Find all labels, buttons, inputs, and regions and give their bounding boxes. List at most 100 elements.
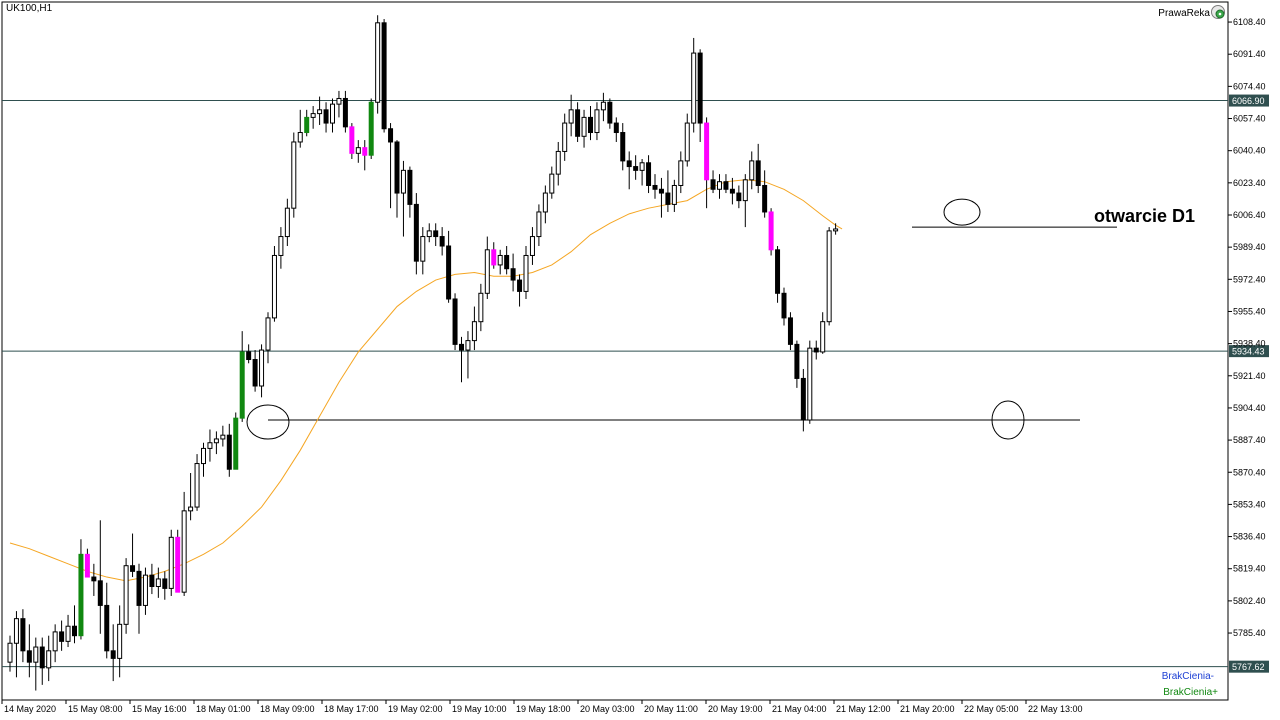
candle-body <box>646 162 652 186</box>
candle-body <box>433 230 439 238</box>
candle <box>510 253 516 292</box>
candle <box>736 185 742 209</box>
x-tick-label: 19 May 02:00 <box>388 704 443 714</box>
candle-body <box>13 618 19 644</box>
x-axis: 14 May 2020 15 May 08:00 15 May 16:00 18 Ma… <box>1 700 1083 714</box>
candle-body <box>594 109 600 134</box>
candle <box>407 166 413 218</box>
candle-body <box>175 536 181 593</box>
candle-body <box>39 646 45 669</box>
annotation-circles <box>246 198 1025 440</box>
candle-body <box>813 347 819 353</box>
candle-body <box>368 101 374 156</box>
candle <box>155 567 161 598</box>
candle <box>646 155 652 194</box>
candle-body <box>26 650 32 663</box>
candle-body <box>652 184 658 190</box>
price-level-box <box>1229 660 1269 673</box>
candle-body <box>736 192 742 202</box>
candle <box>220 425 226 447</box>
candle <box>639 159 645 186</box>
candle-body <box>465 340 471 351</box>
candle-body <box>575 109 581 137</box>
candle <box>568 94 574 137</box>
candle <box>117 605 123 678</box>
candle <box>820 312 826 354</box>
candle <box>826 227 832 326</box>
candle-body <box>536 211 542 238</box>
candle-body <box>336 97 342 105</box>
x-tick-label: 21 May 04:00 <box>772 704 827 714</box>
x-tick-label: 20 May 19:00 <box>708 704 763 714</box>
candle <box>433 223 439 247</box>
y-tick-label: 6006.40 <box>1233 210 1266 220</box>
candle <box>742 174 748 228</box>
candle <box>478 283 484 332</box>
candle-body <box>484 249 490 294</box>
candle <box>452 293 458 351</box>
candle-body <box>626 160 632 168</box>
candle-body <box>833 228 839 232</box>
candle-body <box>110 650 116 659</box>
candle-body <box>220 434 226 440</box>
x-tick-label: 18 May 17:00 <box>324 704 379 714</box>
candle-body <box>130 565 136 572</box>
candle-body <box>523 254 529 292</box>
candle <box>497 249 503 275</box>
candle-body <box>59 631 65 642</box>
candle-body <box>304 116 310 134</box>
x-tick-label: 18 May 01:00 <box>196 704 251 714</box>
candle-body <box>491 249 497 266</box>
candle <box>181 491 187 596</box>
candle-body <box>407 169 413 205</box>
candle <box>362 140 368 171</box>
candle-body <box>678 160 684 186</box>
candle <box>471 306 477 351</box>
globe-gear-icon <box>1211 5 1225 19</box>
candle-body <box>549 173 555 194</box>
x-tick-label: 15 May 16:00 <box>132 704 187 714</box>
candle-body <box>78 553 84 637</box>
x-tick-label: 15 May 08:00 <box>68 704 123 714</box>
candle <box>800 368 806 432</box>
candle <box>246 344 252 364</box>
candle-body <box>497 254 503 266</box>
candle <box>149 563 155 595</box>
candle-body <box>271 254 277 319</box>
candle <box>110 624 116 682</box>
candle <box>426 223 432 243</box>
y-tick-label: 6108.40 <box>1233 17 1266 27</box>
candle <box>20 609 26 663</box>
candle-body <box>84 553 90 578</box>
candle-body <box>168 536 174 589</box>
candle-body <box>188 506 194 512</box>
candle-body <box>52 631 58 652</box>
price-level-box <box>1229 345 1269 358</box>
candle <box>671 179 677 212</box>
candle <box>504 246 510 275</box>
candle-body <box>136 570 142 606</box>
candle <box>600 92 606 122</box>
candle <box>323 102 329 133</box>
d1-open-annotation: otwarcie D1 <box>1094 206 1196 226</box>
candle <box>807 340 813 424</box>
candle-body <box>265 317 271 351</box>
candle-body <box>717 181 722 190</box>
candle <box>549 166 555 199</box>
candle-body <box>529 236 535 256</box>
candle-body <box>452 298 458 345</box>
circle-marker <box>246 404 290 440</box>
candle-body <box>697 52 703 124</box>
candle <box>613 117 619 142</box>
candle <box>59 620 65 651</box>
candle-body <box>620 132 626 162</box>
candle <box>381 19 387 133</box>
candle-body <box>723 181 729 190</box>
candle-body <box>149 574 155 588</box>
candle <box>633 155 639 180</box>
candle <box>768 208 774 256</box>
horizontal-levels: 6066.90 5934.43 5767.62 <box>2 94 1269 673</box>
circle-marker <box>991 400 1025 440</box>
candle-body <box>658 188 664 194</box>
